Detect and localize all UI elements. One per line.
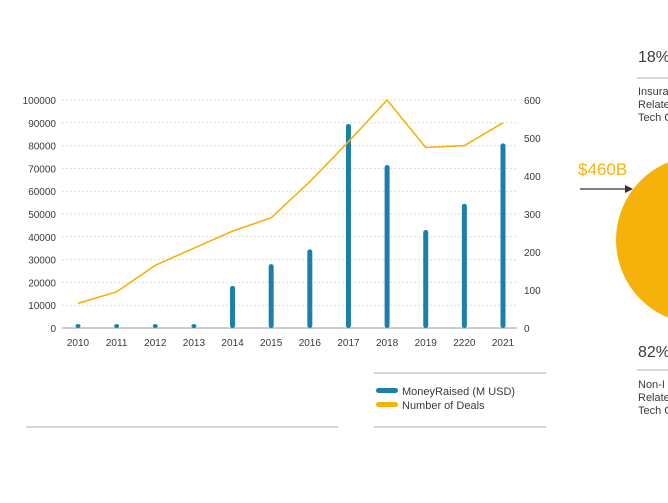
x-tick-label: 2015	[260, 338, 283, 349]
left-axis: 0 10000 20000 30000 40000 50000 60000 70000 8000…	[23, 96, 57, 335]
y-right-tick-label: 0	[524, 324, 530, 335]
legend-label-money: MoneyRaised (M USD)	[402, 386, 515, 398]
line-number-of-deals	[77, 99, 504, 305]
bar-money-raised	[114, 324, 120, 328]
x-axis: 2010 2011 2012 2013 2014 2015 2016 2017 2018 2019…	[67, 338, 515, 349]
x-tick-label: 2019	[415, 338, 438, 349]
bar-series	[75, 123, 506, 328]
gridlines	[62, 99, 517, 329]
y-left-tick-label: 10000	[28, 301, 56, 312]
bar-money-raised	[75, 324, 81, 328]
bar-money-raised	[268, 264, 274, 328]
bar-money-raised	[384, 164, 390, 328]
y-right-tick-label: 100	[524, 286, 541, 297]
y-left-tick-label: 40000	[28, 233, 56, 244]
legend-swatch-deals	[376, 402, 398, 407]
x-tick-label: 2021	[492, 338, 515, 349]
bottom-percent-label: 82%	[638, 344, 668, 361]
total-value-label: $460B	[578, 160, 628, 179]
bottom-category-line: Non-I	[638, 379, 665, 391]
right-axis: 0 100 200 300 400 500 600	[524, 96, 541, 335]
legend-label-deals: Number of Deals	[402, 400, 485, 412]
y-right-tick-label: 600	[524, 96, 541, 107]
line-series	[77, 99, 504, 305]
y-right-tick-label: 400	[524, 172, 541, 183]
y-left-tick-label: 80000	[28, 142, 56, 153]
y-left-tick-label: 100000	[23, 96, 57, 107]
y-left-tick-label: 70000	[28, 164, 56, 175]
pie-chart	[616, 162, 668, 318]
x-tick-label: 2014	[221, 338, 244, 349]
bottom-category-line: Tech C	[638, 405, 668, 417]
bar-money-raised	[345, 123, 351, 328]
top-category-line: Insura	[638, 86, 668, 98]
x-tick-label: 2017	[337, 338, 360, 349]
x-tick-label: 2018	[376, 338, 399, 349]
top-category-label: Insura Relate Tech C	[638, 86, 668, 125]
y-left-tick-label: 90000	[28, 119, 56, 130]
x-tick-label: 2220	[453, 338, 476, 349]
bar-money-raised	[230, 285, 236, 328]
bar-money-raised	[152, 324, 158, 328]
x-tick-label: 2011	[106, 338, 128, 349]
y-left-tick-label: 0	[50, 324, 56, 335]
y-left-tick-label: 30000	[28, 256, 56, 267]
y-left-tick-label: 50000	[28, 210, 56, 221]
top-category-line: Relate	[638, 99, 668, 111]
y-right-tick-label: 200	[524, 248, 541, 259]
y-right-tick-label: 500	[524, 134, 541, 145]
legend-swatch-money	[376, 388, 398, 393]
top-category-line: Tech C	[638, 112, 668, 124]
bar-money-raised	[423, 229, 429, 328]
x-tick-label: 2012	[144, 338, 167, 349]
top-percent-label: 18%	[638, 49, 668, 66]
x-tick-label: 2016	[299, 338, 322, 349]
bar-money-raised	[191, 324, 197, 328]
y-left-tick-label: 20000	[28, 278, 56, 289]
legend: MoneyRaised (M USD) Number of Deals	[376, 386, 515, 412]
x-tick-label: 2013	[183, 338, 206, 349]
bar-money-raised	[500, 143, 506, 328]
bar-money-raised	[461, 203, 467, 328]
bar-money-raised	[307, 249, 313, 328]
pie-slice-non-insurance	[616, 162, 668, 318]
arrow-head-icon	[625, 185, 633, 193]
bottom-category-label: Non-I Relate Tech C	[638, 379, 668, 418]
y-right-tick-label: 300	[524, 210, 541, 221]
y-left-tick-label: 60000	[28, 187, 56, 198]
x-tick-label: 2010	[67, 338, 90, 349]
bottom-category-line: Relate	[638, 392, 668, 404]
